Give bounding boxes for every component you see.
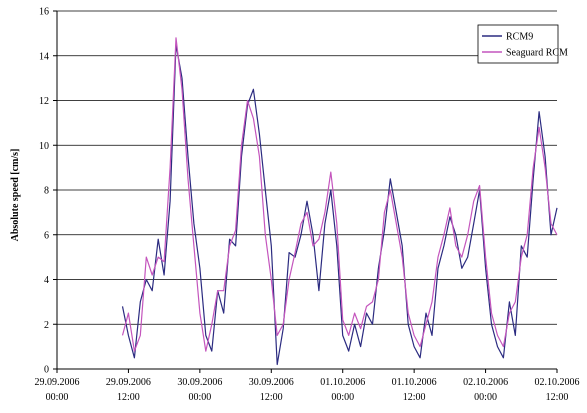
- y-axis: 0 2 4 6 8 10 12 14 16: [39, 7, 58, 376]
- legend-label-seaguard-rcm: Seaguard RCM: [506, 48, 568, 59]
- y-tick-label: 6: [44, 230, 49, 241]
- x-tick-label-time: 00:00: [474, 392, 497, 403]
- x-tick-label-time: 12:00: [403, 392, 426, 403]
- x-tick-label-time: 00:00: [46, 392, 69, 403]
- y-axis-label: Absolute speed [cm/s]: [10, 149, 21, 242]
- x-tick-label-date: 30.09.2006: [249, 377, 294, 388]
- x-tick-label-date: 30.09.2006: [177, 377, 222, 388]
- x-tick-label-date: 29.09.2006: [35, 377, 80, 388]
- x-tick-label-time: 12:00: [117, 392, 140, 403]
- y-tick-label: 12: [39, 96, 49, 107]
- series-line-rcm9: [121, 43, 558, 366]
- legend-box: [477, 24, 559, 64]
- x-tick-label-date: 01.10.2006: [392, 377, 437, 388]
- y-tick-label: 14: [39, 51, 49, 62]
- y-tick-label: 8: [44, 186, 49, 197]
- legend-label-rcm9: RCM9: [506, 32, 533, 43]
- plot-area: [121, 37, 558, 366]
- y-tick-label: 16: [39, 7, 49, 18]
- x-tick-label-date: 02.10.2006: [535, 377, 580, 388]
- x-tick-label-date: 29.09.2006: [106, 377, 151, 388]
- y-tick-label: 2: [44, 320, 49, 331]
- y-tick-label: 4: [44, 275, 49, 286]
- x-tick-label-date: 02.10.2006: [463, 377, 508, 388]
- y-tick-label: 0: [44, 365, 49, 376]
- series-line-seaguard-rcm: [121, 37, 558, 352]
- x-tick-label-date: 01.10.2006: [320, 377, 365, 388]
- x-tick-label-time: 12:00: [546, 392, 569, 403]
- x-tick-label-time: 00:00: [331, 392, 354, 403]
- x-tick-label-time: 12:00: [260, 392, 283, 403]
- legend: RCM9 Seaguard RCM: [477, 24, 568, 64]
- y-tick-label: 10: [39, 141, 49, 152]
- grid: [57, 10, 557, 325]
- x-tick-label-time: 00:00: [188, 392, 211, 403]
- x-axis: 29.09.2006 00:00 29.09.2006 12:00 30.09.2006…: [35, 368, 580, 403]
